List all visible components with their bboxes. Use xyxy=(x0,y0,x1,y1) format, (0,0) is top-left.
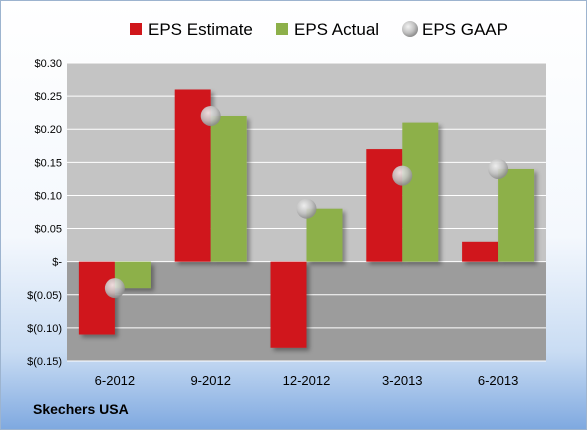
gaap-marker-layer xyxy=(104,105,509,299)
legend-actual-swatch xyxy=(276,23,288,35)
legend: EPS Estimate EPS Actual EPS GAAP xyxy=(130,20,508,39)
y-tick-label: $0.20 xyxy=(34,124,62,136)
x-tick-label: 3-2013 xyxy=(382,373,422,388)
estimate-bar xyxy=(366,149,403,262)
estimate-bar xyxy=(78,261,115,335)
estimate-bar xyxy=(462,241,499,262)
bar-layer xyxy=(78,89,535,348)
y-axis-labels: $0.30 $0.25 $0.20 $0.15 $0.10 $0.05 $- $(0.05) $… xyxy=(27,58,62,368)
gaap-marker xyxy=(296,198,317,219)
actual-bar xyxy=(402,122,439,262)
x-tick-label: 6-2012 xyxy=(95,373,135,388)
x-tick-label: 9-2012 xyxy=(190,373,230,388)
legend-label: EPS Actual xyxy=(294,20,379,39)
y-tick-label: $(0.15) xyxy=(27,356,62,368)
y-tick-label: $0.25 xyxy=(34,91,62,103)
gaap-marker xyxy=(200,105,221,126)
y-tick-label: $(0.05) xyxy=(27,290,62,302)
gaap-marker xyxy=(104,278,125,299)
legend-label: EPS Estimate xyxy=(148,20,253,39)
actual-bar xyxy=(210,115,247,262)
legend-label: EPS GAAP xyxy=(422,20,508,39)
y-tick-label: $0.15 xyxy=(34,157,62,169)
x-tick-label: 12-2012 xyxy=(283,373,331,388)
actual-bar xyxy=(498,168,535,262)
y-tick-label: $0.30 xyxy=(34,58,62,70)
x-tick-label: 6-2013 xyxy=(478,373,518,388)
gaap-marker xyxy=(488,158,509,179)
gaap-marker xyxy=(392,165,413,186)
x-axis-labels: 6-2012 9-2012 12-2012 3-2013 6-2013 xyxy=(95,373,519,388)
y-tick-label: $0.05 xyxy=(34,224,62,236)
y-tick-label: $0.10 xyxy=(34,190,62,202)
company-name: Skechers USA xyxy=(33,401,129,417)
estimate-bar xyxy=(270,261,307,348)
y-tick-label: $(0.10) xyxy=(27,323,62,335)
legend-estimate-swatch xyxy=(130,23,142,35)
actual-bar xyxy=(306,208,343,262)
legend-gaap-swatch xyxy=(402,21,418,37)
y-tick-label: $- xyxy=(52,257,62,269)
